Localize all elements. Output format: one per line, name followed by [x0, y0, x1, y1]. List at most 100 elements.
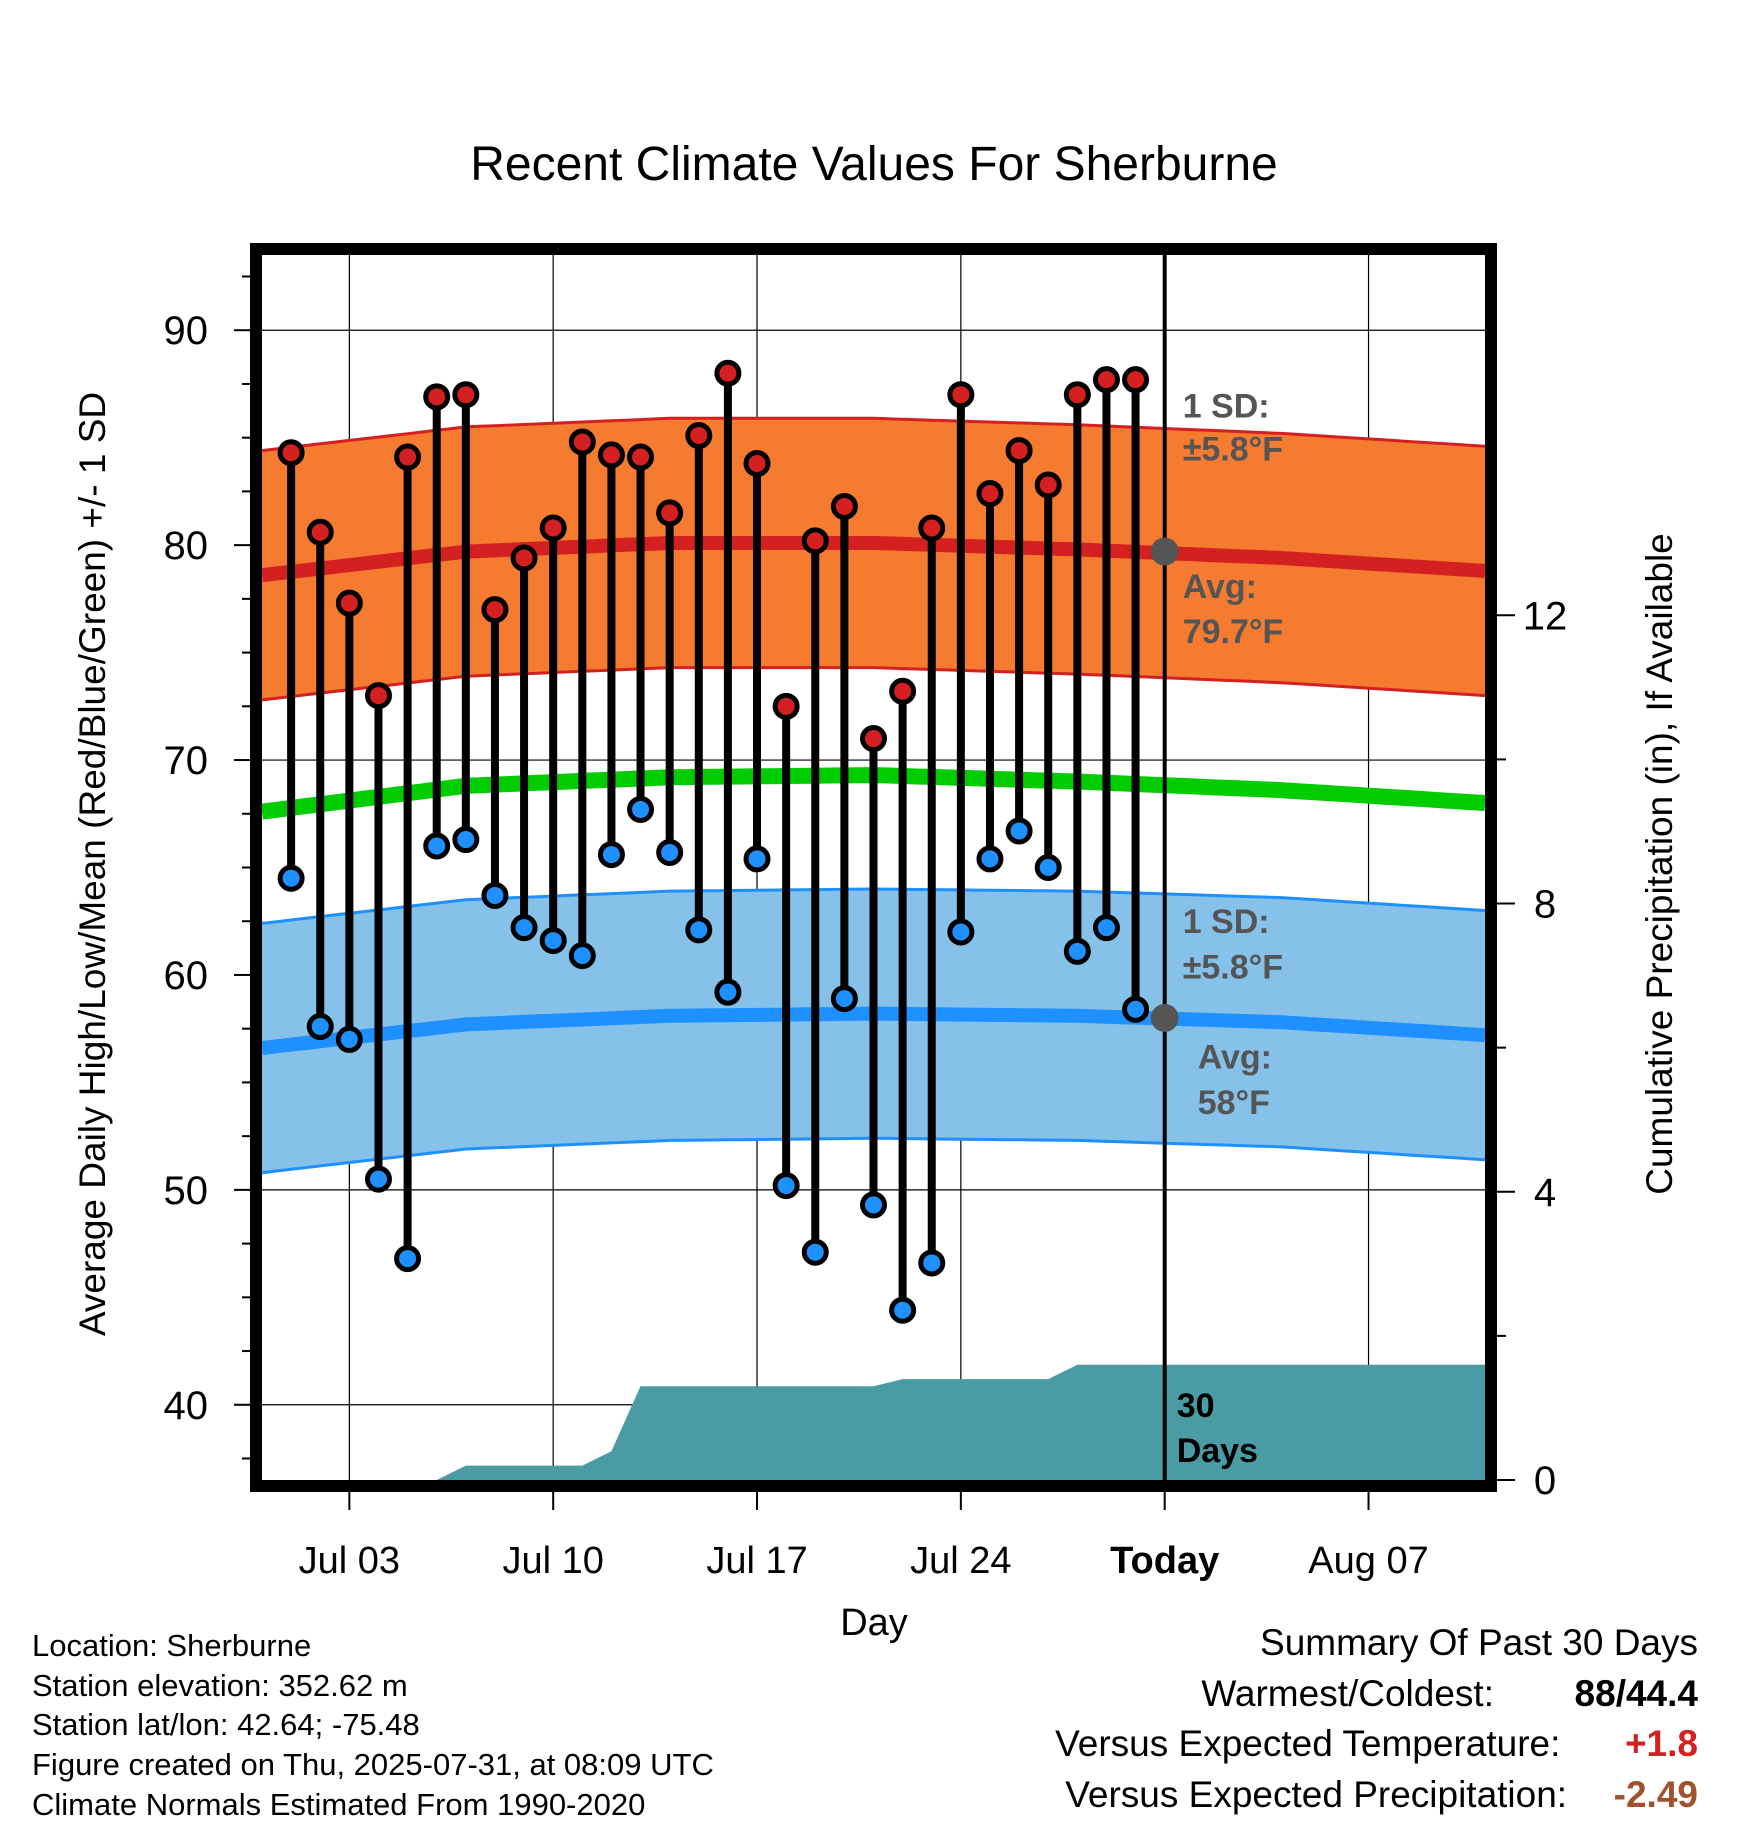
x-tick-label: Today [1110, 1540, 1219, 1582]
daily-high-point [830, 492, 858, 520]
daily-low-point [1092, 914, 1120, 942]
summary-coldest: 44.4 [1625, 1673, 1698, 1714]
summary-warm-cold-label: Warmest/Coldest: [1201, 1673, 1494, 1714]
y-tick-label: 40 [164, 1384, 209, 1428]
daily-low-point [306, 1013, 334, 1041]
daily-high-point [1092, 366, 1120, 394]
daily-low-point [889, 1296, 917, 1324]
summary-temp-label: Versus Expected Temperature: [1055, 1723, 1561, 1764]
daily-low-point [539, 927, 567, 955]
y2-tick-label: 12 [1523, 594, 1568, 638]
low-sd-label: 1 SD: [1183, 903, 1270, 941]
daily-high-point [860, 725, 887, 753]
daily-low-point [481, 881, 509, 909]
daily-high-point [627, 443, 655, 471]
y-tick-label: 50 [164, 1169, 209, 1213]
footer-latlon: Station lat/lon: 42.64; -75.48 [32, 1707, 420, 1742]
daily-high-point [539, 514, 567, 542]
footer-elevation: Station elevation: 352.62 m [32, 1668, 408, 1703]
y-tick-label: 60 [164, 954, 209, 998]
footer-normals: Climate Normals Estimated From 1990-2020 [32, 1787, 646, 1822]
daily-high-point [1122, 366, 1150, 394]
summary-precip-value: -2.49 [1613, 1774, 1698, 1815]
daily-low-point [335, 1025, 363, 1053]
low-avg-label: Avg: [1198, 1039, 1272, 1077]
footer-location: Location: Sherburne [32, 1628, 312, 1663]
summary-precip-row: Versus Expected Precipitation: -2.49 [1065, 1774, 1698, 1816]
daily-high-point [714, 359, 742, 387]
daily-high-point [510, 544, 538, 572]
daily-high-point [1005, 437, 1033, 465]
daily-high-point [481, 596, 509, 624]
daily-low-point [1063, 937, 1091, 965]
high-avg-value: 79.7°F [1183, 613, 1284, 651]
daily-low-point [510, 914, 538, 942]
y2-tick-label: 8 [1534, 883, 1556, 927]
daily-low-point [685, 916, 713, 944]
x-tick-label: Jul 10 [502, 1540, 603, 1582]
daily-high-point [918, 514, 946, 542]
daily-low-point [801, 1238, 829, 1266]
daily-low-point [568, 942, 596, 970]
daily-high-point [1063, 381, 1091, 409]
summary-temp-row: Versus Expected Temperature: +1.8 [1055, 1723, 1698, 1765]
x-tick-label: Jul 24 [910, 1540, 1011, 1582]
daily-high-point [801, 527, 829, 555]
y2-axis-label: Cumulative Precipitation (in), If Availa… [1639, 533, 1680, 1195]
daily-low-point [772, 1172, 800, 1200]
y2-tick-label: 4 [1534, 1171, 1556, 1215]
summary-warm-cold-row: Warmest/Coldest: 88/44.4 [1201, 1673, 1698, 1715]
daily-high-point [335, 589, 363, 617]
daily-high-point [394, 443, 422, 471]
daily-high-point [568, 428, 596, 456]
daily-low-point [1005, 817, 1033, 845]
y-axis-label: Average Daily High/Low/Mean (Red/Blue/Gr… [72, 392, 113, 1336]
daily-high-point [656, 499, 684, 527]
daily-low-point [364, 1165, 392, 1193]
daily-low-point [918, 1249, 946, 1277]
daily-low-point [830, 985, 858, 1013]
daily-high-point [889, 677, 917, 705]
daily-low-point [627, 795, 655, 823]
chart-title: Recent Climate Values For Sherburne [470, 138, 1278, 191]
days-count-label: 30 [1177, 1387, 1215, 1425]
x-tick-label: Aug 07 [1308, 1540, 1428, 1582]
daily-low-point [714, 978, 742, 1006]
daily-low-point [947, 918, 975, 946]
x-axis-label: Day [840, 1602, 908, 1644]
high-sd-value: ±5.8°F [1183, 430, 1283, 468]
daily-low-point [1122, 995, 1150, 1023]
daily-low-point [597, 841, 625, 869]
daily-low-point [452, 826, 480, 854]
daily-low-point [656, 838, 684, 866]
daily-high-point [597, 441, 625, 469]
daily-low-point [743, 845, 771, 873]
daily-high-point [423, 383, 451, 411]
daily-low-point [1034, 854, 1062, 881]
daily-high-point [1034, 471, 1062, 499]
days-word-label: Days [1177, 1432, 1258, 1470]
summary-warmest: 88 [1574, 1673, 1616, 1714]
today-high-avg-marker [1150, 537, 1179, 566]
summary-heading: Summary Of Past 30 Days [1260, 1622, 1698, 1663]
y-tick-label: 70 [164, 739, 209, 783]
daily-low-point [976, 845, 1004, 873]
daily-low-point [860, 1191, 887, 1219]
daily-low-point [423, 832, 451, 860]
daily-high-point [306, 518, 334, 546]
x-tick-label: Jul 03 [299, 1540, 400, 1582]
daily-high-point [364, 682, 392, 710]
plot-frame [250, 243, 1497, 1492]
low-sd-value: ±5.8°F [1183, 948, 1283, 986]
daily-high-point [277, 439, 305, 467]
daily-high-point [976, 480, 1004, 508]
x-tick-label: Jul 17 [706, 1540, 807, 1582]
daily-low-point [277, 864, 305, 892]
daily-low-point [394, 1245, 422, 1273]
high-avg-label: Avg: [1183, 568, 1257, 606]
summary-temp-value: +1.8 [1624, 1723, 1698, 1764]
summary-slash: / [1615, 1673, 1626, 1714]
precip-area [262, 1364, 1485, 1480]
normal-high-band [262, 418, 1485, 700]
